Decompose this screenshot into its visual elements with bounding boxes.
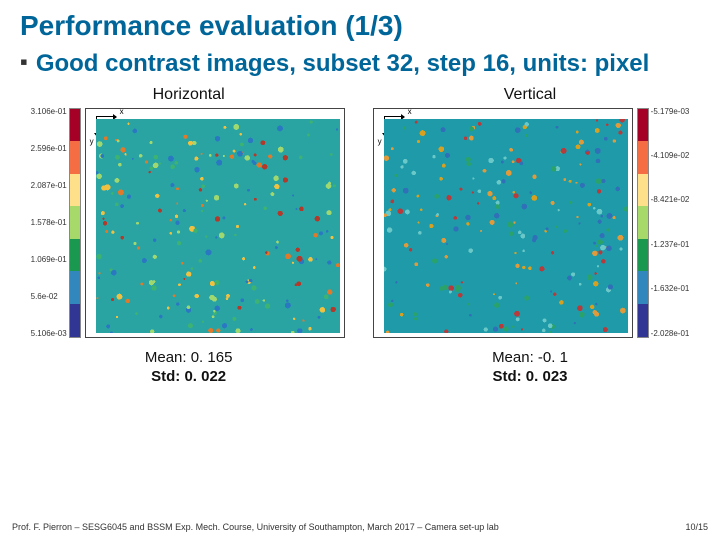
slide-subtitle: Good contrast images, subset 32, step 16…	[36, 50, 650, 78]
stats-left: Mean: 0. 165 Std: 0. 022	[145, 348, 233, 387]
bullet-icon: ▪	[20, 50, 28, 74]
colorbar-labels-left: 3.106e-012.596e-012.087e-011.578e-011.06…	[29, 108, 69, 338]
figure-wrap-right: x y -5.179e-03-4.109e-02-8.421e-02-1.237…	[369, 108, 692, 338]
axis-x-icon	[96, 116, 116, 117]
panel-title-left: Horizontal	[153, 86, 225, 104]
image-vertical: x y	[373, 108, 633, 338]
speckle-field-right	[384, 119, 628, 333]
footer-text: Prof. F. Pierron – SESG6045 and BSSM Exp…	[12, 522, 499, 532]
axis-label-x: x	[120, 108, 124, 116]
mean-right: Mean: -0. 1	[492, 348, 568, 368]
std-left: Std: 0. 022	[145, 367, 233, 387]
colorbar-right	[637, 108, 649, 338]
panel-horizontal: Horizontal 3.106e-012.596e-012.087e-011.…	[29, 86, 349, 387]
mean-left: Mean: 0. 165	[145, 348, 233, 368]
speckle-field-left	[96, 119, 340, 333]
axis-label-x: x	[408, 108, 412, 116]
colorbar-labels-right: -5.179e-03-4.109e-02-8.421e-02-1.237e-01…	[649, 108, 692, 338]
panels-container: Horizontal 3.106e-012.596e-012.087e-011.…	[0, 86, 720, 387]
footer-pager: 10/15	[685, 522, 708, 532]
figure-wrap-left: 3.106e-012.596e-012.087e-011.578e-011.06…	[29, 108, 349, 338]
image-horizontal: x y	[85, 108, 345, 338]
std-right: Std: 0. 023	[492, 367, 568, 387]
axis-x-icon	[384, 116, 404, 117]
slide-title: Performance evaluation (1/3)	[0, 0, 720, 46]
axis-label-y: y	[378, 137, 382, 146]
colorbar-left	[69, 108, 81, 338]
subtitle-row: ▪ Good contrast images, subset 32, step …	[0, 46, 720, 86]
axis-label-y: y	[90, 137, 94, 146]
footer: Prof. F. Pierron – SESG6045 and BSSM Exp…	[12, 522, 708, 532]
stats-right: Mean: -0. 1 Std: 0. 023	[492, 348, 568, 387]
panel-title-right: Vertical	[504, 86, 556, 104]
panel-vertical: Vertical x y -5.179e-03-4.109e-02-8.421e…	[369, 86, 692, 387]
